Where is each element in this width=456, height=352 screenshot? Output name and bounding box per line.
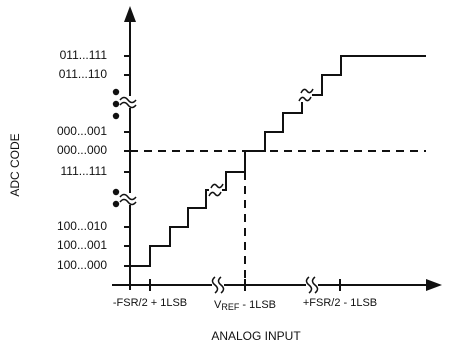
axis-break-bg xyxy=(306,277,318,293)
x-label-part: V xyxy=(214,299,222,311)
ellipsis-dot xyxy=(112,188,120,196)
x-label: VREF - 1LSB xyxy=(214,299,276,312)
stair-break xyxy=(298,88,314,102)
ellipsis-dot xyxy=(112,100,120,108)
x-label: +FSR/2 - 1LSB xyxy=(303,297,377,309)
y-axis-arrow xyxy=(124,6,136,22)
y-ticks xyxy=(124,55,130,267)
axis-break-bg xyxy=(120,193,136,205)
y-label: 100...001 xyxy=(57,238,107,252)
y-label: 100...010 xyxy=(57,219,107,233)
y-label: 011...110 xyxy=(59,67,108,81)
x-label-part: - 1LSB xyxy=(239,299,276,311)
y-label: 000...001 xyxy=(57,124,107,138)
stair-break xyxy=(208,183,224,197)
y-axis-break xyxy=(119,96,137,109)
y-labels: 011...111 011...110 000...001 000...000 … xyxy=(57,48,107,272)
axis-break-bg xyxy=(120,96,136,108)
y-label: 111...111 xyxy=(61,164,108,178)
y-label: 011...111 xyxy=(60,48,108,62)
y-label: 100...000 xyxy=(57,258,107,272)
x-axis-arrow xyxy=(426,279,442,291)
transfer-staircase xyxy=(130,55,426,267)
x-axis-title: ANALOG INPUT xyxy=(211,329,301,343)
y-axis-break xyxy=(119,193,137,206)
x-axis-break xyxy=(211,276,225,294)
x-label-subscript: REF xyxy=(221,302,240,312)
ellipsis-dot xyxy=(112,112,120,120)
y-label: 000...000 xyxy=(57,143,107,157)
x-axis-break xyxy=(305,276,319,294)
y-axis-title: ADC CODE xyxy=(8,133,22,196)
x-label: -FSR/2 + 1LSB xyxy=(113,297,187,309)
axis-break-bg xyxy=(212,277,224,293)
ellipsis-dot xyxy=(112,200,120,208)
ellipsis-dot xyxy=(112,88,120,96)
